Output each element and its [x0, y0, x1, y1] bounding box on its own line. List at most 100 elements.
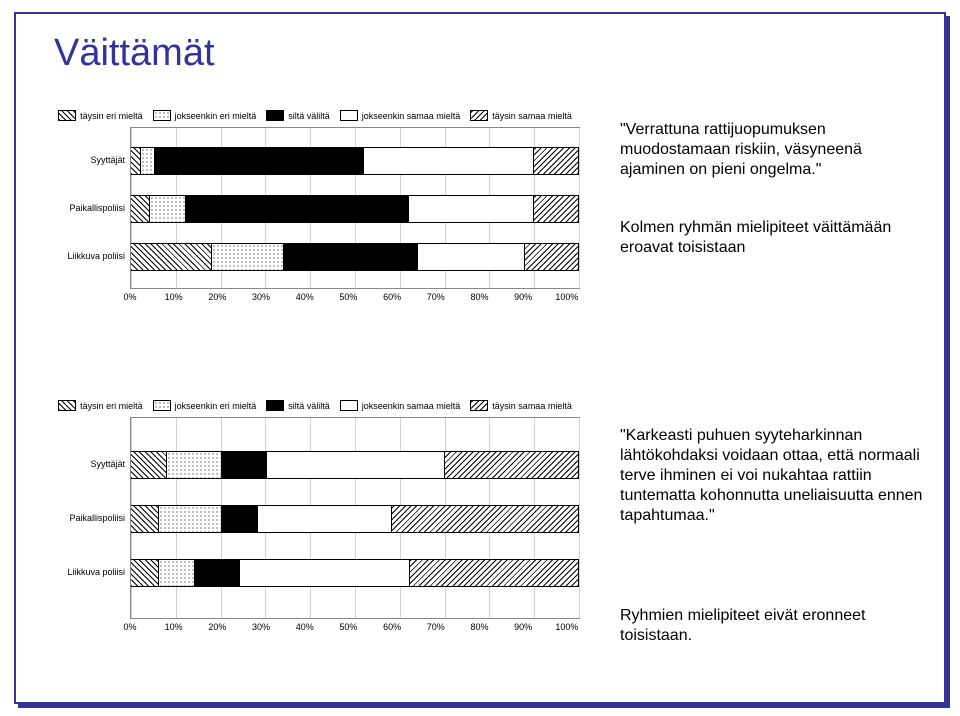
chart2-xaxis: 0%10%20%30%40%50%60%70%80%90%100% — [130, 622, 580, 632]
legend-swatch — [266, 400, 284, 411]
bar-segment — [267, 451, 445, 479]
bar-segment — [195, 559, 240, 587]
legend-label: täysin samaa mieltä — [492, 111, 572, 121]
legend-swatch — [340, 400, 358, 411]
bar-segment — [409, 195, 534, 223]
bar-segment — [258, 505, 392, 533]
bar-segment — [131, 147, 141, 175]
chart-2: täysin eri mieltä jokseenkin eri mieltä si… — [40, 400, 590, 680]
bar-segment — [159, 559, 195, 587]
bar-segment — [131, 505, 159, 533]
category-label: Paikallispoliisi — [41, 203, 125, 213]
legend-label: jokseenkin eri mieltä — [175, 401, 257, 411]
bar-segment — [445, 451, 579, 479]
x-tick: 60% — [379, 622, 405, 632]
x-tick: 50% — [335, 622, 361, 632]
bar-segment — [410, 559, 579, 587]
x-tick: 100% — [554, 622, 580, 632]
bar-row: Syyttäjät — [131, 147, 579, 173]
chart2-legend: täysin eri mieltä jokseenkin eri mieltä si… — [40, 400, 590, 411]
legend-label: siltä väliltä — [288, 401, 330, 411]
x-tick: 70% — [423, 622, 449, 632]
legend-label: jokseenkin eri mieltä — [175, 111, 257, 121]
x-tick: 60% — [379, 292, 405, 302]
legend-item: siltä väliltä — [266, 110, 330, 121]
x-tick: 80% — [467, 292, 493, 302]
bar-segment — [141, 147, 155, 175]
legend-swatch — [153, 110, 171, 121]
bar-row: Liikkuva poliisi — [131, 243, 579, 269]
legend-swatch — [58, 110, 76, 121]
chart1-xaxis: 0%10%20%30%40%50%60%70%80%90%100% — [130, 292, 580, 302]
bar-segment — [534, 147, 579, 175]
bar-segment — [131, 451, 167, 479]
legend-label: jokseenkin samaa mieltä — [362, 111, 461, 121]
bar-segment — [159, 505, 222, 533]
legend-swatch — [470, 110, 488, 121]
bar-segment — [364, 147, 533, 175]
legend-item: siltä väliltä — [266, 400, 330, 411]
legend-swatch — [58, 400, 76, 411]
x-tick: 10% — [161, 622, 187, 632]
category-label: Syyttäjät — [41, 155, 125, 165]
legend-label: täysin samaa mieltä — [492, 401, 572, 411]
bar-segment — [150, 195, 186, 223]
category-label: Syyttäjät — [41, 459, 125, 469]
x-tick: 0% — [117, 292, 143, 302]
chart2-plot: SyyttäjätPaikallispoliisiLiikkuva poliis… — [130, 417, 580, 619]
x-tick: 70% — [423, 292, 449, 302]
x-tick: 20% — [204, 292, 230, 302]
x-tick: 100% — [554, 292, 580, 302]
bar-segment — [131, 195, 150, 223]
x-tick: 90% — [510, 622, 536, 632]
bar-segment — [284, 243, 418, 271]
legend-item: täysin eri mieltä — [58, 110, 143, 121]
bar-segment — [222, 505, 258, 533]
legend-item: täysin samaa mieltä — [470, 400, 572, 411]
legend-swatch — [266, 110, 284, 121]
x-tick: 80% — [467, 622, 493, 632]
legend-item: täysin eri mieltä — [58, 400, 143, 411]
x-tick: 30% — [248, 622, 274, 632]
bar-segment — [418, 243, 525, 271]
x-tick: 90% — [510, 292, 536, 302]
x-tick: 40% — [292, 292, 318, 302]
bar-segment — [167, 451, 221, 479]
x-tick: 20% — [204, 622, 230, 632]
bar-segment — [212, 243, 284, 271]
text-statement-2: "Karkeasti puhuen syyteharkinnan lähtöko… — [620, 426, 930, 526]
bar-row: Paikallispoliisi — [131, 195, 579, 221]
bar-row: Paikallispoliisi — [131, 505, 579, 531]
bar-segment — [525, 243, 579, 271]
text-statement-1: "Verrattuna rattijuopumuksen muodostamaa… — [620, 120, 930, 180]
legend-swatch — [340, 110, 358, 121]
bar-segment — [131, 559, 159, 587]
bar-segment — [392, 505, 579, 533]
x-tick: 30% — [248, 292, 274, 302]
bar-segment — [222, 451, 267, 479]
chart1-plot: Syyttäjät Paikallispoliisi Liikkuva poliis… — [130, 127, 580, 289]
legend-swatch — [470, 400, 488, 411]
gridline — [579, 418, 580, 618]
legend-item: jokseenkin samaa mieltä — [340, 110, 461, 121]
legend-item: jokseenkin samaa mieltä — [340, 400, 461, 411]
x-tick: 0% — [117, 622, 143, 632]
page-title: Väittämät — [54, 32, 215, 75]
bar-segment — [155, 147, 364, 175]
legend-item: jokseenkin eri mieltä — [153, 110, 257, 121]
legend-swatch — [153, 400, 171, 411]
bar-segment — [240, 559, 409, 587]
legend-label: siltä väliltä — [288, 111, 330, 121]
text-note-1: Kolmen ryhmän mielipiteet väittämään ero… — [620, 218, 930, 258]
chart-1: täysin eri mieltä jokseenkin eri mieltä si… — [40, 110, 590, 330]
bar-segment — [534, 195, 579, 223]
legend-item: jokseenkin eri mieltä — [153, 400, 257, 411]
bar-segment — [131, 243, 212, 271]
category-label: Paikallispoliisi — [41, 513, 125, 523]
legend-label: täysin eri mieltä — [80, 111, 143, 121]
text-note-2: Ryhmien mielipiteet eivät eronneet toisi… — [620, 606, 930, 646]
gridline — [579, 128, 580, 288]
bar-segment — [186, 195, 409, 223]
category-label: Liikkuva poliisi — [41, 567, 125, 577]
category-label: Liikkuva poliisi — [41, 251, 125, 261]
